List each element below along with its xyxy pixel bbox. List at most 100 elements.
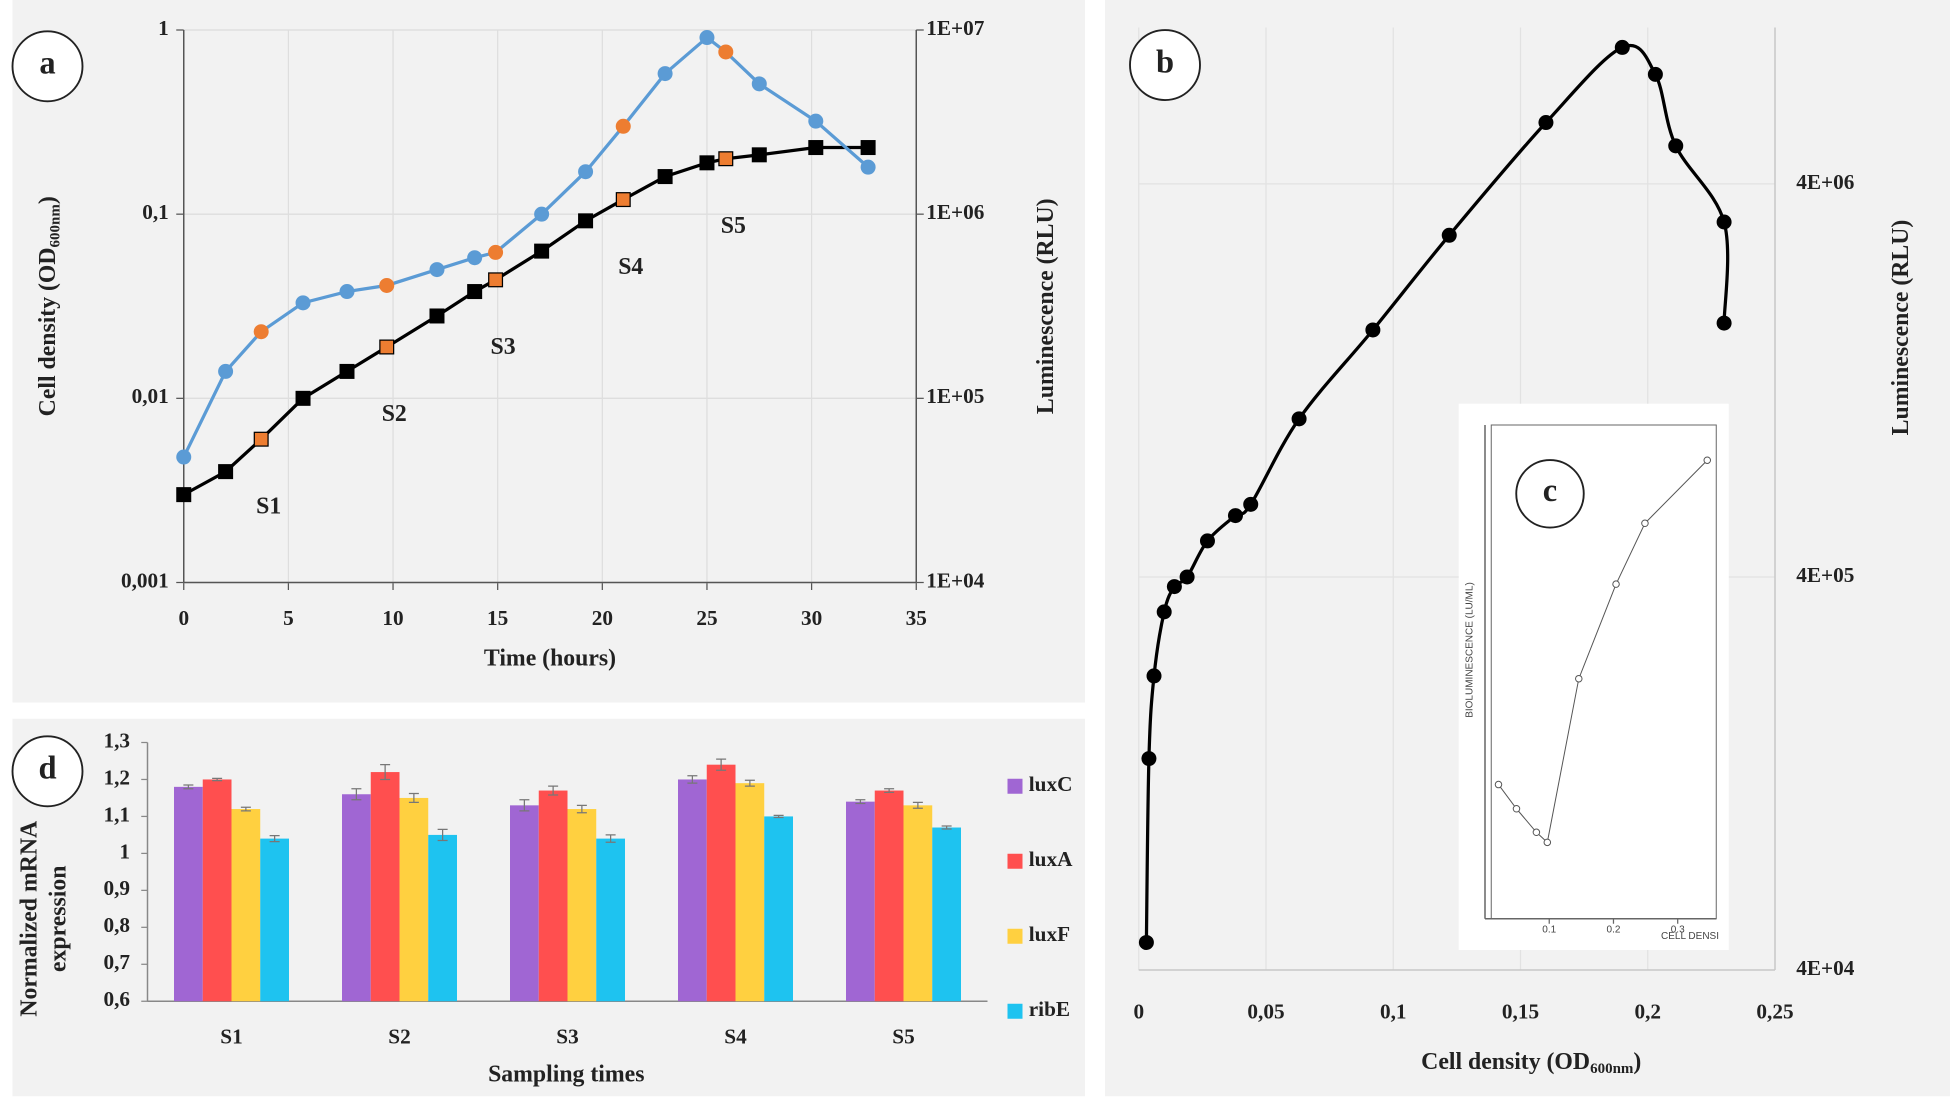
point-marker <box>429 308 445 324</box>
axis-label: Cell density (OD600nm) <box>35 196 63 416</box>
point-marker <box>1614 39 1630 55</box>
error-bar <box>744 779 755 787</box>
inset-background <box>1458 403 1729 950</box>
panel-label: b <box>1156 44 1174 80</box>
error-bar <box>576 804 587 814</box>
point-marker <box>176 449 192 465</box>
bar <box>510 805 539 1002</box>
error-bar <box>773 814 784 819</box>
point-marker <box>1612 580 1620 588</box>
x-tick-label: 0.2 <box>1607 925 1621 936</box>
x-tick-label: 0.3 <box>1671 925 1685 936</box>
bar <box>874 790 904 1002</box>
error-bar <box>519 799 530 812</box>
error-bar <box>912 801 923 809</box>
point-marker <box>578 213 594 229</box>
panel-label: d <box>38 751 56 787</box>
x-tick-label: 10 <box>382 606 403 630</box>
x-tick-label: S1 <box>220 1025 242 1049</box>
y-tick-label: 1,1 <box>103 802 130 826</box>
y2-tick-label: 4E+05 <box>1796 563 1854 587</box>
axis-label-part: ) <box>1633 1049 1641 1075</box>
y-tick-label: 0,8 <box>103 913 130 937</box>
error-bar <box>548 785 559 796</box>
inset-frame <box>1490 424 1717 920</box>
point-marker <box>218 363 234 379</box>
bar <box>764 816 793 1002</box>
bar <box>903 805 933 1002</box>
panel-a-background <box>12 0 1085 703</box>
x-axis-label: Time (hours) <box>484 645 616 671</box>
bar <box>846 801 875 1002</box>
x-tick-label: 0 <box>1133 1000 1144 1024</box>
point-marker <box>534 206 550 222</box>
bar <box>567 809 597 1002</box>
x-tick-label: 0,05 <box>1247 1000 1284 1024</box>
point-marker <box>379 277 395 293</box>
y2-tick-label: 4E+06 <box>1796 170 1854 194</box>
axis-label: Cell density (OD600nm) <box>1421 1049 1641 1077</box>
point-marker <box>339 284 355 300</box>
legend-swatch <box>1007 778 1023 794</box>
point-marker <box>1291 411 1307 427</box>
y-tick-label: 0,1 <box>142 200 169 224</box>
point-marker <box>578 164 594 180</box>
y-tick-label: 0,001 <box>121 568 169 592</box>
point-marker <box>253 324 269 340</box>
error-bar <box>351 788 362 801</box>
point-marker <box>657 66 673 82</box>
point-marker <box>1543 838 1552 847</box>
bar <box>428 834 457 1002</box>
point-marker <box>1227 508 1243 524</box>
series-line <box>182 35 870 458</box>
bar <box>399 797 429 1002</box>
point-marker <box>1138 934 1154 950</box>
x-tick-label: 5 <box>283 606 294 630</box>
point-marker <box>1141 751 1157 767</box>
y-tick-label: 0,6 <box>103 987 130 1011</box>
point-marker <box>467 284 483 300</box>
point-marker <box>718 151 734 167</box>
x-tick-label: S2 <box>388 1025 410 1049</box>
axis-label-part: 600nm <box>1590 1061 1634 1077</box>
point-marker <box>1575 674 1583 683</box>
x-tick-label: 0 <box>178 606 189 630</box>
error-bar <box>240 806 251 812</box>
error-bar <box>408 792 419 804</box>
bar <box>174 786 203 1002</box>
point-marker <box>1199 533 1215 549</box>
point-marker <box>295 295 311 311</box>
bar <box>370 772 400 1002</box>
y-axis-label: expression <box>45 866 71 972</box>
point-marker <box>1243 496 1259 512</box>
bar <box>735 783 765 1002</box>
point-marker <box>218 464 234 480</box>
y-tick-label: 1,2 <box>103 765 130 789</box>
bar <box>678 779 707 1002</box>
point-marker <box>699 155 715 171</box>
x-tick-label: 30 <box>801 606 822 630</box>
x-tick-label: 0,1 <box>1380 1000 1407 1024</box>
x-tick-label: 15 <box>487 606 508 630</box>
point-marker <box>1146 668 1162 684</box>
axis-label-part: 600nm <box>48 204 64 248</box>
legend-label: luxC <box>1029 772 1073 796</box>
x-tick-label: 35 <box>906 606 927 630</box>
legend-swatch <box>1007 1003 1023 1019</box>
bar <box>231 809 261 1002</box>
point-marker <box>253 431 269 447</box>
point-marker <box>1716 214 1732 230</box>
point-marker <box>808 113 824 129</box>
y-tick-label: 0,7 <box>103 950 130 974</box>
point-marker <box>751 147 767 163</box>
annotation: S4 <box>618 254 643 280</box>
y2-tick-label: 1E+06 <box>926 200 984 224</box>
point-marker <box>1647 66 1663 82</box>
y2-axis-label: Luminescence (RLU) <box>1888 220 1914 436</box>
point-marker <box>1703 456 1712 464</box>
point-marker <box>1179 569 1195 585</box>
error-bar <box>269 835 280 843</box>
x-tick-label: 25 <box>696 606 717 630</box>
series-line <box>1498 459 1708 844</box>
